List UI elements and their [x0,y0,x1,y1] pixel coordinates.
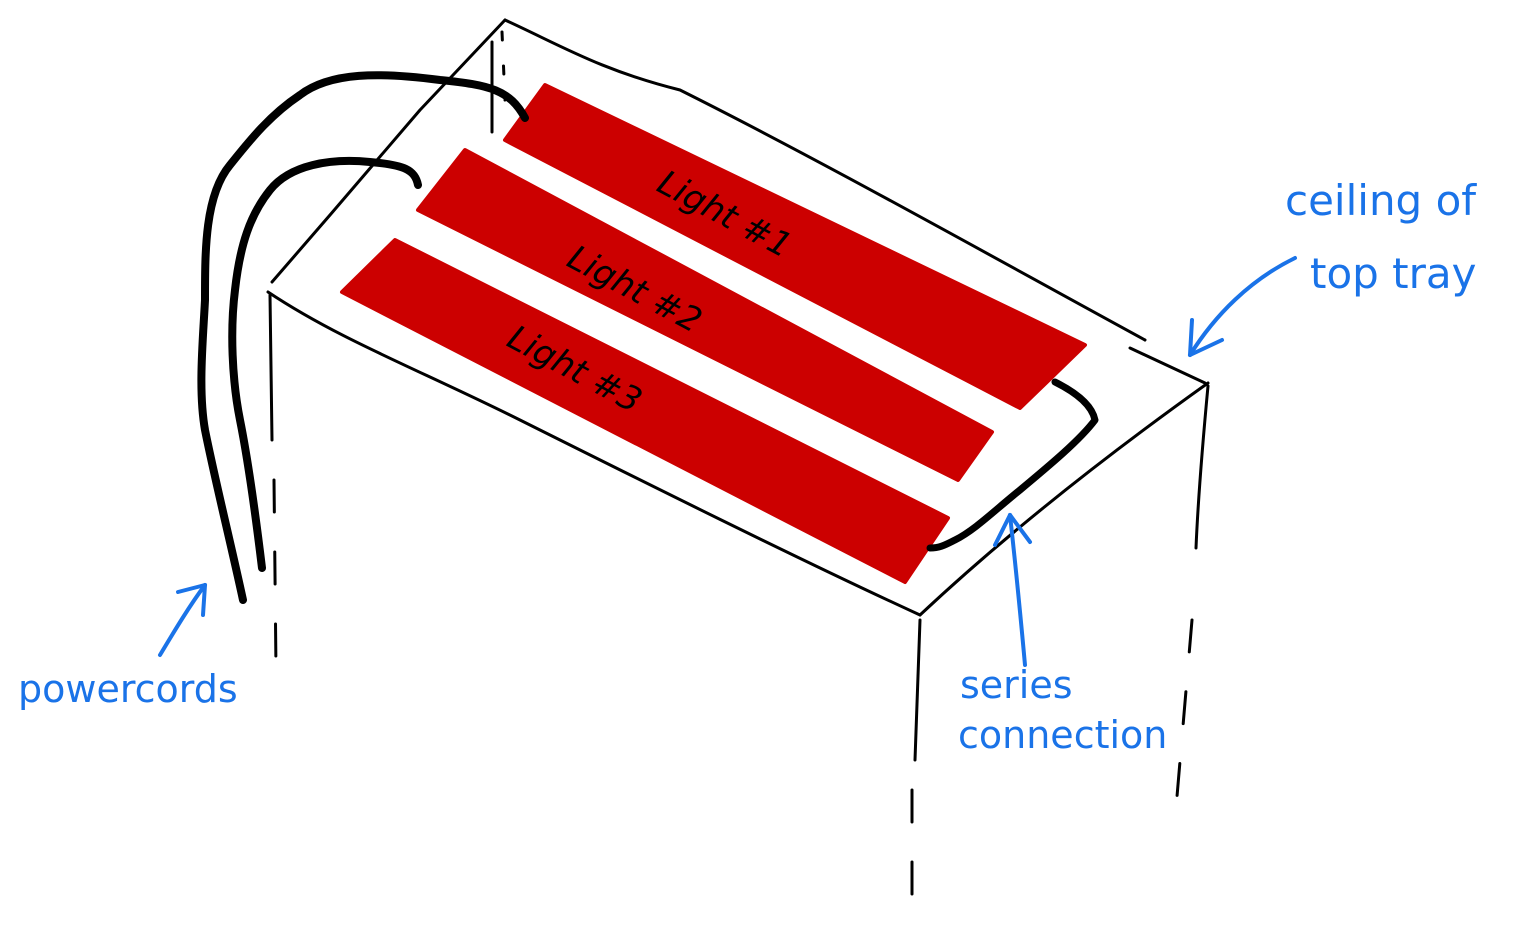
annotation-arrows [158,256,1297,667]
series-arrow-icon [993,513,1032,667]
power-cords [197,71,529,604]
power-cord-outer [197,71,529,604]
light-strip-1 [503,83,1087,410]
ceiling-label-line1: ceiling of [1285,176,1477,225]
tray-outline [266,18,1210,762]
tray-leg-front-right [913,618,922,762]
tray-back-edge-tail [1128,346,1207,385]
powercords-arrow-icon [158,583,207,657]
ceiling-label-line2: top tray [1310,249,1477,298]
tray-right-edge [918,381,1210,617]
ceiling-arrow-icon [1188,256,1297,357]
dashed-back-left [500,30,507,102]
powercords-label: powercords [18,667,238,711]
light-strip-3 [340,238,950,584]
series-connection-wire [926,378,1099,552]
light-strip-2 [416,148,994,482]
tray-leg-back-right [1194,384,1210,550]
series-label-line1: series [960,663,1073,707]
tray-leg-front-left [268,293,274,442]
dashed-leg-back-right [1173,618,1194,822]
tray-dashed-lines [272,30,1194,902]
annotations: ceiling of top tray series connection po… [18,176,1477,757]
series-label-line2: connection [958,713,1167,757]
light-strips [340,83,1087,584]
dashed-leg-front-left [272,478,278,672]
power-cord-inner [228,156,422,572]
tray-back-edge [503,18,1147,342]
tray-front-edge [266,290,922,617]
